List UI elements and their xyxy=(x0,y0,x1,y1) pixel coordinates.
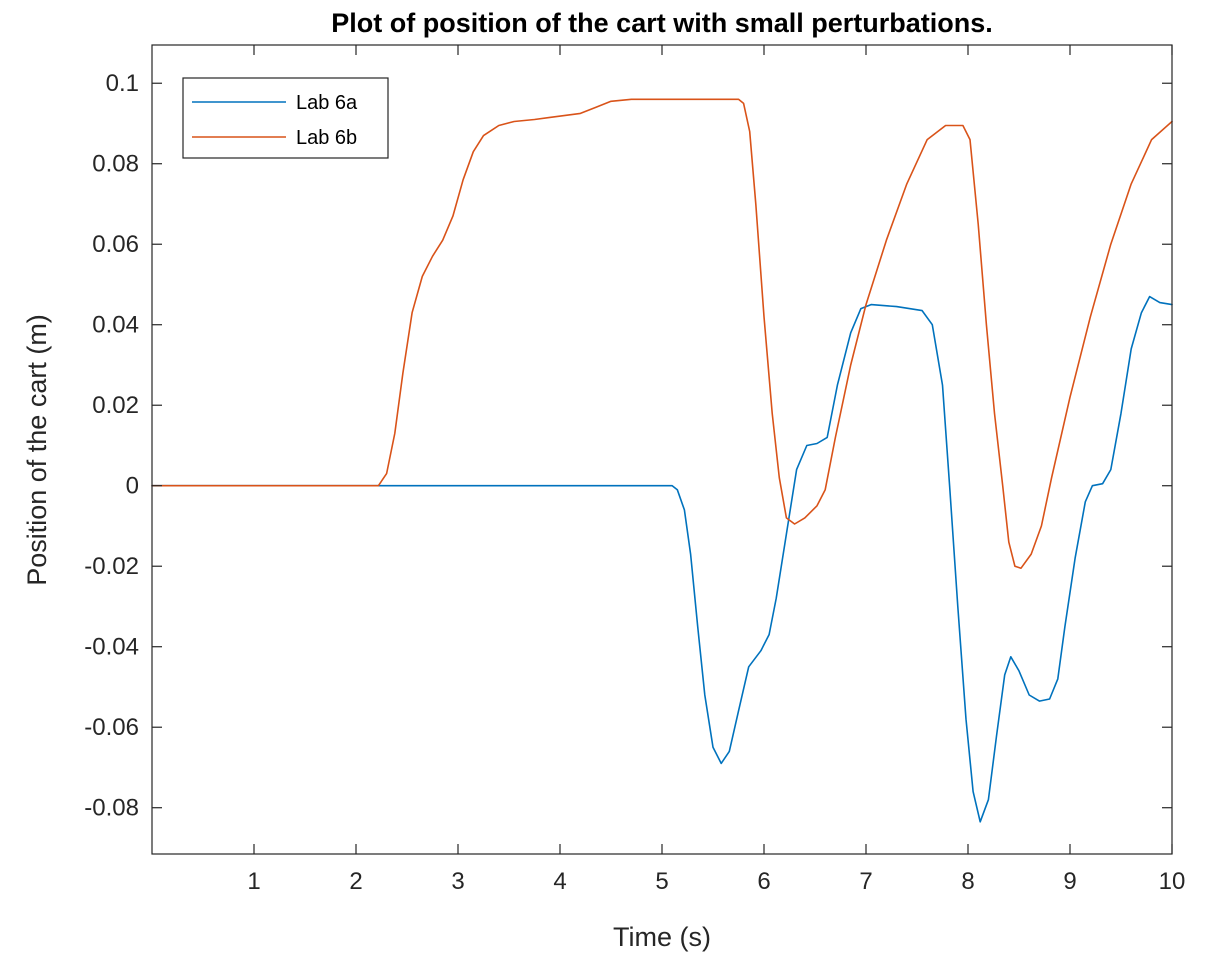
x-axis-label: Time (s) xyxy=(613,922,711,952)
legend-box xyxy=(182,77,389,159)
y-tick-label: -0.04 xyxy=(84,634,139,661)
x-tick-label: 5 xyxy=(655,868,668,895)
chart-title: Plot of position of the cart with small … xyxy=(331,8,993,38)
y-tick-label: 0.1 xyxy=(106,70,139,97)
x-tick-label: 2 xyxy=(349,868,362,895)
y-tick-label: 0.02 xyxy=(92,392,139,419)
axes-layer: 1 2 3 4 5 6 7 8 9 10 -0.08 -0.06 -0.04 -0.02 0 0.02 0.04… xyxy=(84,44,1186,895)
y-tick-label: -0.08 xyxy=(84,795,139,822)
legend-label-lab-6b: Lab 6b xyxy=(296,127,357,149)
x-tick-label: 8 xyxy=(961,868,974,895)
x-tick-label: 1 xyxy=(247,868,260,895)
x-tick-label: 3 xyxy=(451,868,464,895)
x-tick-label: 6 xyxy=(757,868,770,895)
series-line-lab-6b xyxy=(151,98,1173,569)
legend: Lab 6a Lab 6b xyxy=(182,77,389,159)
x-tick-label: 4 xyxy=(553,868,566,895)
legend-label-lab-6a: Lab 6a xyxy=(296,92,358,114)
y-tick-label: 0 xyxy=(126,473,139,500)
x-tick-label: 7 xyxy=(859,868,872,895)
series-line-lab-6a xyxy=(151,295,1173,823)
x-tick-label: 10 xyxy=(1159,868,1186,895)
y-tick-label: -0.02 xyxy=(84,553,139,580)
plot-area xyxy=(152,45,1172,854)
y-axis-label: Position of the cart (m) xyxy=(22,314,52,586)
y-tick-label: -0.06 xyxy=(84,714,139,741)
x-tick-label: 9 xyxy=(1063,868,1076,895)
y-tick-label: 0.06 xyxy=(92,231,139,258)
y-tick-label: 0.08 xyxy=(92,151,139,178)
series-layer xyxy=(151,98,1173,823)
y-tick-label: 0.04 xyxy=(92,312,139,339)
